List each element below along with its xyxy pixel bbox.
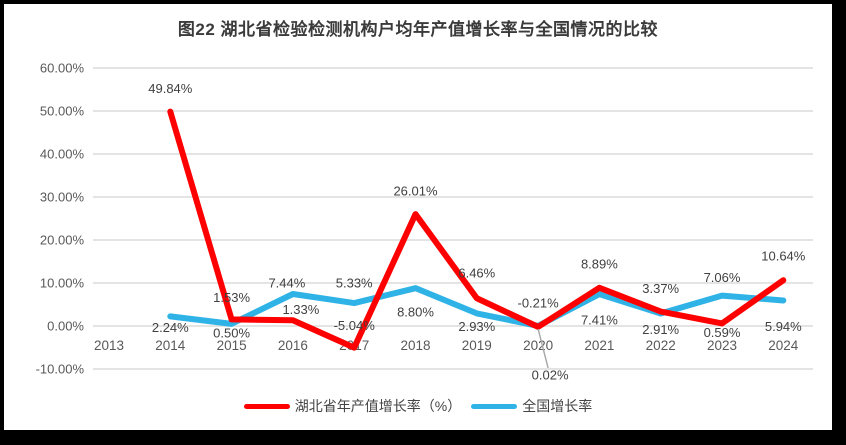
legend-label-hubei: 湖北省年产值增长率（%）: [294, 398, 462, 414]
y-tick-label: 10.00%: [40, 276, 85, 291]
data-label-hubei-annual-output-growth: 0.59%: [704, 325, 741, 340]
x-tick-label: 2020: [523, 338, 553, 353]
x-tick-label: 2014: [155, 338, 186, 353]
y-tick-label: 40.00%: [40, 147, 85, 162]
x-tick-label: 2024: [768, 338, 799, 353]
chart-legend: 湖北省年产值增长率（%） 全国增长率: [4, 396, 832, 416]
data-label-hubei-annual-output-growth: -0.21%: [517, 295, 559, 310]
x-tick-label: 2016: [278, 338, 308, 353]
data-label-hubei-annual-output-growth: 1.53%: [213, 290, 250, 305]
x-tick-label: 2022: [646, 338, 676, 353]
y-tick-label: 50.00%: [40, 104, 85, 119]
chart-svg: 60.00% 50.00% 40.00% 30.00% 20.00% 10.00% 0.00…: [36, 61, 813, 382]
data-label-national-growth: 7.44%: [268, 276, 305, 291]
legend-item-national: 全国增长率: [471, 396, 592, 416]
data-label-hubei-annual-output-growth: 10.64%: [761, 249, 806, 264]
data-label-national-growth: 5.94%: [765, 319, 802, 334]
data-label-national-growth: 0.02%: [532, 367, 569, 382]
x-tick-label: 2021: [584, 338, 614, 353]
data-label-hubei-annual-output-growth: 6.46%: [458, 266, 495, 281]
x-tick-label: 2018: [400, 338, 430, 353]
x-tick-label: 2023: [707, 338, 737, 353]
y-tick-label: 20.00%: [40, 233, 85, 248]
series-line-hubei-annual-output-growth: [167, 108, 787, 351]
y-tick-label: 0.00%: [47, 319, 84, 334]
data-label-national-growth: 7.06%: [704, 270, 741, 285]
legend-swatch-national-icon: [471, 403, 518, 409]
data-label-national-growth: 2.91%: [642, 322, 679, 337]
data-label-national-growth: 0.50%: [213, 325, 250, 340]
chart-card: 图22 湖北省检验检测机构户均年产值增长率与全国情况的比较 60.00% 50.0…: [4, 4, 832, 430]
data-label-national-growth: 2.24%: [152, 320, 189, 335]
x-tick-label: 2019: [462, 338, 492, 353]
data-label-national-growth: 7.41%: [581, 313, 618, 328]
chart-title: 图22 湖北省检验检测机构户均年产值增长率与全国情况的比较: [177, 20, 659, 39]
data-label-hubei-annual-output-growth: 3.37%: [642, 281, 679, 296]
legend-item-hubei: 湖北省年产值增长率（%）: [243, 396, 462, 416]
y-tick-label: 30.00%: [40, 190, 85, 205]
legend-label-national: 全国增长率: [522, 398, 593, 414]
data-label-national-growth: 5.33%: [336, 276, 373, 291]
data-label-hubei-annual-output-growth: -5.04%: [334, 318, 376, 333]
x-tick-label: 2013: [94, 338, 124, 353]
data-label-national-growth: 2.93%: [458, 319, 495, 334]
callout-leader-line: [537, 328, 549, 369]
legend-swatch-hubei-icon: [243, 403, 290, 409]
x-tick-label: 2015: [217, 338, 247, 353]
y-tick-label: 60.00%: [40, 61, 85, 76]
data-label-hubei-annual-output-growth: 49.84%: [148, 81, 193, 96]
data-label-hubei-annual-output-growth: 8.89%: [581, 256, 618, 271]
data-label-hubei-annual-output-growth: 1.33%: [282, 302, 319, 317]
data-label-hubei-annual-output-growth: 26.01%: [393, 184, 438, 199]
series-line-national-growth: [167, 285, 787, 329]
y-tick-label: -10.00%: [36, 362, 85, 377]
data-label-national-growth: 8.80%: [397, 305, 434, 320]
